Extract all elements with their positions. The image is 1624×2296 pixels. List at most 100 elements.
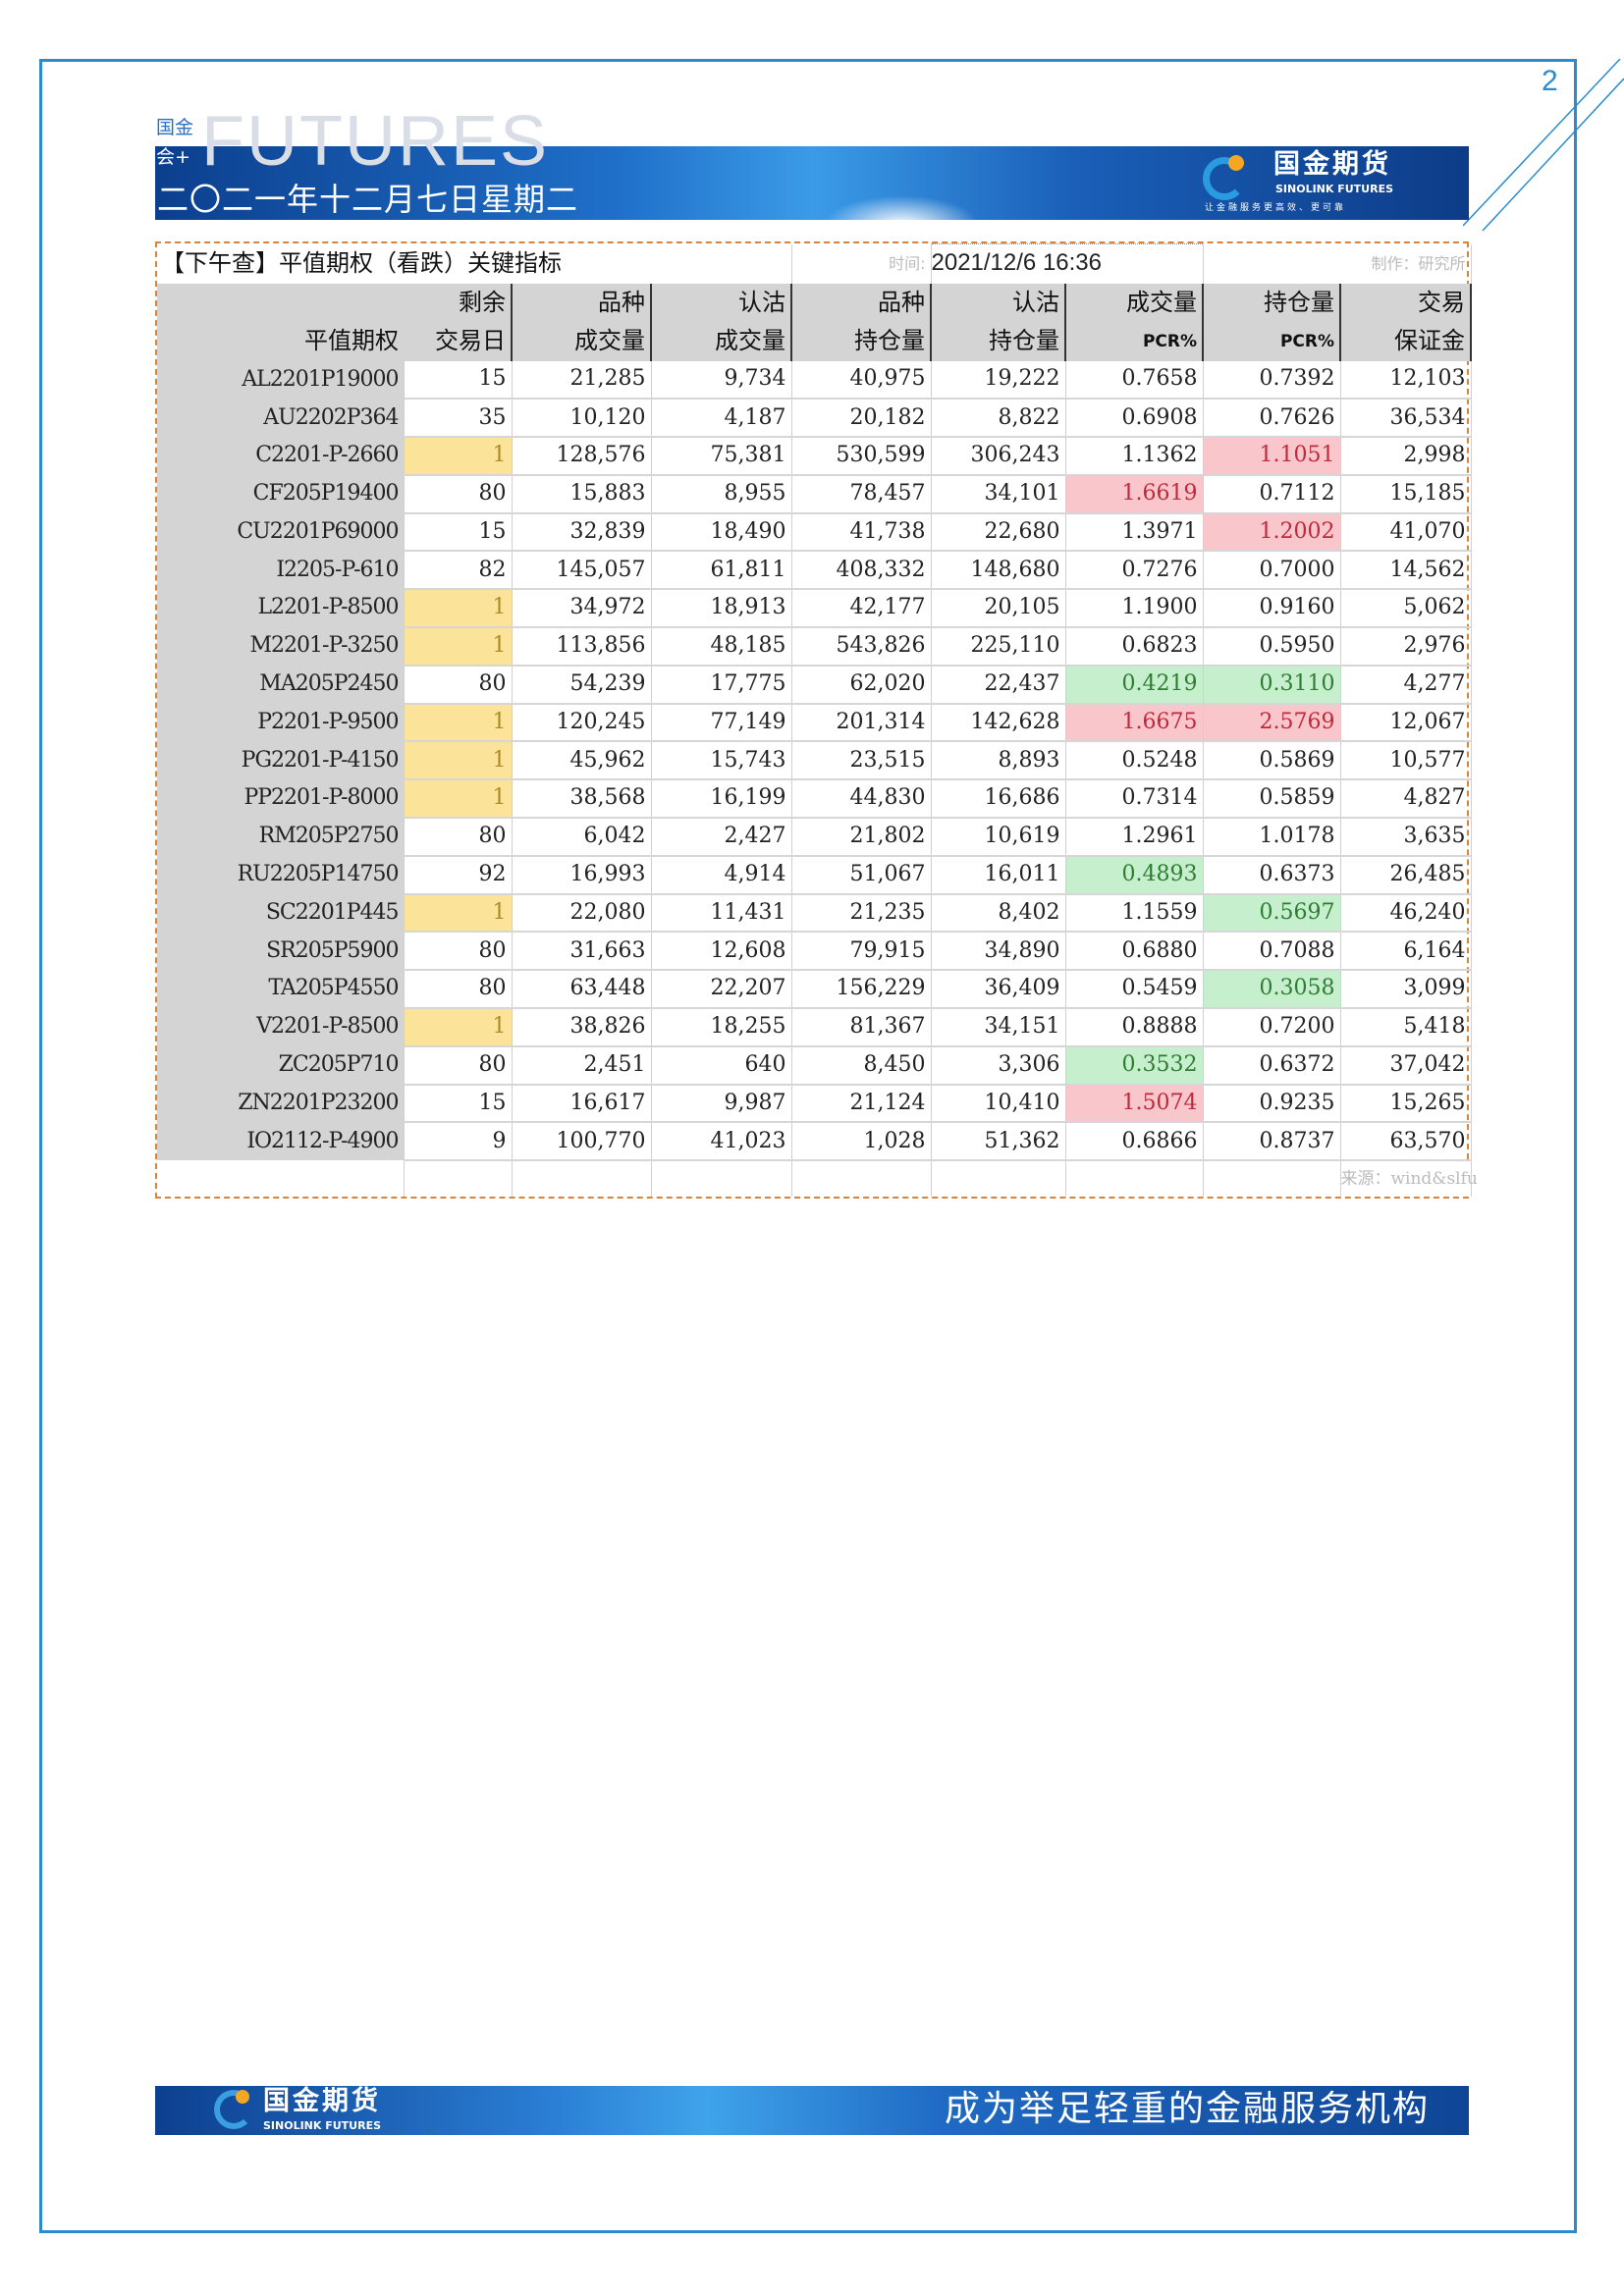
table-cell: 3,635: [1340, 818, 1472, 857]
table-cell: 15: [404, 512, 513, 553]
column-header: 平值期权: [157, 322, 404, 361]
table-cell: 1.1900: [1065, 589, 1204, 629]
table-cell: 51,067: [791, 855, 932, 895]
table-cell: 63,448: [512, 970, 652, 1010]
option-name-cell: V2201-P-8500: [157, 1008, 405, 1046]
table-cell: 82: [404, 551, 513, 591]
table-cell: 1.5074: [1065, 1084, 1204, 1124]
table-cell: 0.6823: [1065, 627, 1204, 667]
table-cell: 4,187: [651, 399, 792, 439]
empty-cell: [404, 1160, 513, 1198]
column-header: 持仓量: [791, 322, 932, 361]
table-cell: 1.0178: [1203, 818, 1341, 857]
table-row: CF205P19400 80 15,883 8,955 78,457 34,101 1.66…: [157, 474, 1472, 514]
table-cell: 16,993: [512, 855, 652, 895]
table-cell: 0.7112: [1203, 474, 1341, 514]
table-cell: 1,028: [791, 1122, 932, 1162]
report-date: 二〇二一年十二月七日星期二: [157, 181, 579, 218]
table-cell: 145,057: [512, 551, 652, 591]
empty-cell: [157, 1160, 405, 1198]
table-cell: 81,367: [791, 1008, 932, 1047]
table-cell: 80: [404, 1045, 513, 1086]
column-header: 剩余: [404, 283, 513, 322]
table-cell: 1: [404, 779, 513, 820]
table-cell: 10,619: [931, 818, 1066, 857]
table-cell: 0.3532: [1065, 1045, 1204, 1086]
table-cell: 41,738: [791, 512, 932, 553]
table-cell: 0.5248: [1065, 741, 1204, 781]
table-cell: 21,124: [791, 1084, 932, 1124]
table-cell: 225,110: [931, 627, 1066, 667]
table-cell: 0.7658: [1065, 360, 1204, 400]
table-cell: 1.3971: [1065, 512, 1204, 553]
table-cell: 51,362: [931, 1122, 1066, 1162]
table-cell: 0.4219: [1065, 665, 1204, 705]
table-cell: 0.9160: [1203, 589, 1341, 629]
table-cell: 6,164: [1340, 932, 1472, 972]
brand-small-1: 国金: [156, 117, 194, 138]
column-header: 持仓量: [931, 322, 1066, 361]
table-cell: 35: [404, 399, 513, 439]
table-cell: 543,826: [791, 627, 932, 667]
table-cell: 21,802: [791, 818, 932, 857]
table-cell: 142,628: [931, 703, 1066, 743]
table-cell: 12,067: [1340, 703, 1472, 743]
table-cell: 22,207: [651, 970, 792, 1010]
table-cell: 80: [404, 665, 513, 705]
table-cell: 18,255: [651, 1008, 792, 1047]
table-cell: 46,240: [1340, 893, 1472, 934]
table-cell: 9,987: [651, 1084, 792, 1124]
table-cell: 15,883: [512, 474, 652, 514]
option-name-cell: PG2201-P-4150: [157, 741, 405, 780]
logo-dot-icon: [236, 2090, 249, 2104]
empty-cell: [512, 1160, 652, 1198]
table-row: AL2201P19000 15 21,285 9,734 40,975 19,222 0.7…: [157, 360, 1472, 400]
table-cell: 15: [404, 360, 513, 400]
table-cell: 34,972: [512, 589, 652, 629]
table-cell: 100,770: [512, 1122, 652, 1162]
table-cell: 1.2961: [1065, 818, 1204, 857]
table-cell: 3,306: [931, 1045, 1066, 1086]
table-cell: 15,185: [1340, 474, 1472, 514]
table-cell: 4,914: [651, 855, 792, 895]
option-name-cell: C2201-P-2660: [157, 437, 405, 475]
table-cell: 75,381: [651, 437, 792, 476]
table-cell: 80: [404, 818, 513, 857]
column-header: 保证金: [1340, 322, 1473, 361]
table-cell: 38,826: [512, 1008, 652, 1047]
table-row: V2201-P-8500 1 38,826 18,255 81,367 34,151 0.8…: [157, 1008, 1472, 1047]
table-row: C2201-P-2660 1 128,576 75,381 530,599 306,243…: [157, 437, 1472, 476]
table-cell: 38,568: [512, 779, 652, 820]
table-cell: 0.7200: [1203, 1008, 1341, 1047]
table-cell: 1.1362: [1065, 437, 1204, 476]
page-frame: [39, 59, 1577, 2233]
table-cell: 1.6619: [1065, 474, 1204, 514]
empty-cell: [1203, 1160, 1341, 1198]
table-cell: 62,020: [791, 665, 932, 705]
table-cell: 2,451: [512, 1045, 652, 1086]
brand-small-2: 会+: [156, 146, 190, 168]
table-cell: 5,062: [1340, 589, 1472, 629]
table-row: PG2201-P-4150 1 45,962 15,743 23,515 8,893 0.5…: [157, 741, 1472, 781]
table-row: SR205P5900 80 31,663 12,608 79,915 34,890 0.68…: [157, 932, 1472, 972]
table-cell: 0.7000: [1203, 551, 1341, 591]
table-cell: 0.5697: [1203, 893, 1341, 934]
table-cell: 41,023: [651, 1122, 792, 1162]
option-name-cell: TA205P4550: [157, 970, 405, 1009]
table-row: IO2112-P-4900 9 100,770 41,023 1,028 51,362 0.…: [157, 1122, 1472, 1162]
table-cell: 0.6908: [1065, 399, 1204, 439]
table-cell: 32,839: [512, 512, 652, 553]
table-cell: 408,332: [791, 551, 932, 591]
header-banner: [155, 146, 1469, 220]
table-cell: 80: [404, 932, 513, 972]
table-cell: 19,222: [931, 360, 1066, 400]
table-cell: 0.6372: [1203, 1045, 1341, 1086]
option-name-cell: MA205P2450: [157, 665, 405, 704]
table-cell: 1: [404, 1008, 513, 1047]
option-name-cell: I2205-P-610: [157, 551, 405, 590]
table-cell: 22,680: [931, 512, 1066, 553]
table-cell: 42,177: [791, 589, 932, 629]
empty-cell: [1065, 1160, 1204, 1198]
option-name-cell: CU2201P69000: [157, 512, 405, 552]
table-row: ZC205P710 80 2,451 640 8,450 3,306 0.3532 0.637…: [157, 1045, 1472, 1086]
